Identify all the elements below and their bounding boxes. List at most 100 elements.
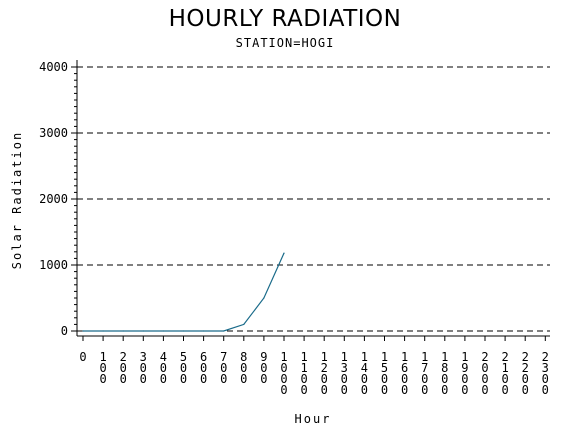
grid-lines	[77, 66, 550, 332]
x-tick-digit: 1	[441, 350, 448, 364]
x-tick-digit: 1	[280, 350, 287, 364]
x-tick-digit: 0	[300, 372, 307, 386]
x-tick-digit: 0	[280, 372, 287, 386]
x-tick-digit: 0	[481, 383, 488, 397]
x-tick-digit: 0	[501, 383, 508, 397]
x-tick-digit: 2	[120, 350, 127, 364]
x-tick-digit: 0	[361, 372, 368, 386]
x-tick-digit: 0	[160, 361, 167, 375]
x-tick-digit: 3	[542, 361, 549, 375]
x-tick-digit: 6	[401, 361, 408, 375]
x-axis-label: Hour	[295, 412, 332, 426]
x-tick-digit: 0	[300, 383, 307, 397]
x-tick-digit: 0	[321, 372, 328, 386]
data-point	[82, 330, 84, 332]
y-tick-label: 4000	[39, 60, 68, 74]
x-tick-digit: 2	[321, 361, 328, 375]
x-tick-digit: 0	[441, 372, 448, 386]
series-layer	[82, 252, 285, 332]
x-tick-digit: 0	[140, 372, 147, 386]
y-tick-label: 3000	[39, 126, 68, 140]
x-tick-digit: 0	[401, 372, 408, 386]
x-tick-digit: 0	[421, 372, 428, 386]
data-point	[182, 330, 185, 332]
x-tick-digit: 8	[441, 361, 448, 375]
x-tick-digit: 1	[361, 350, 368, 364]
data-point	[243, 323, 245, 325]
x-tick-digit: 0	[441, 383, 448, 397]
data-point	[102, 330, 104, 332]
x-tick-digit: 0	[200, 372, 207, 386]
data-point	[263, 297, 265, 299]
x-tick-label: 0	[79, 350, 86, 364]
x-tick-digit: 1	[461, 350, 468, 364]
x-tick-digit: 0	[361, 383, 368, 397]
y-tick-label: 1000	[39, 258, 68, 272]
x-tick-digit: 2	[501, 350, 508, 364]
data-point	[122, 330, 124, 332]
x-tick-digit: 0	[160, 372, 167, 386]
x-tick-digit: 1	[300, 350, 307, 364]
x-tick-digit: 0	[421, 383, 428, 397]
series-line	[83, 252, 285, 332]
y-tick-label: 2000	[39, 192, 68, 206]
x-tick-digit: 0	[260, 361, 267, 375]
x-tick-digit: 0	[381, 372, 388, 386]
x-tick-digit: 0	[79, 350, 86, 364]
x-tick-digit: 0	[99, 361, 106, 375]
x-tick-digit: 0	[341, 372, 348, 386]
x-tick-digit: 1	[421, 350, 428, 364]
x-tick-digit: 4	[361, 361, 368, 375]
x-tick-digit: 6	[200, 350, 207, 364]
data-point	[283, 252, 285, 254]
x-tick-digit: 1	[341, 350, 348, 364]
x-tick-digit: 1	[300, 361, 307, 375]
x-tick-digit: 8	[240, 350, 247, 364]
x-tick-digit: 0	[542, 383, 549, 397]
x-tick-digit: 2	[522, 361, 529, 375]
x-tick-digit: 7	[421, 361, 428, 375]
x-tick-digit: 0	[120, 372, 127, 386]
x-tick-digit: 3	[341, 361, 348, 375]
x-tick-digit: 0	[461, 372, 468, 386]
x-tick-digit: 0	[120, 361, 127, 375]
x-tick-digit: 1	[321, 350, 328, 364]
x-tick-digit: 7	[220, 350, 227, 364]
axes	[76, 60, 550, 337]
x-tick-digit: 2	[522, 350, 529, 364]
x-tick-digit: 0	[220, 372, 227, 386]
chart-subtitle: STATION=HOGI	[235, 36, 335, 50]
x-tick-digit: 0	[522, 372, 529, 386]
x-tick-digit: 9	[260, 350, 267, 364]
x-tick-digit: 2	[542, 350, 549, 364]
x-tick-digit: 0	[200, 361, 207, 375]
x-tick-digit: 2	[481, 350, 488, 364]
x-tick-digit: 0	[341, 383, 348, 397]
x-tick-digit: 0	[240, 361, 247, 375]
x-tick-digit: 0	[461, 383, 468, 397]
y-tick-label: 0	[61, 324, 68, 338]
chart-title: HOURLY RADIATION	[168, 6, 402, 32]
x-tick-digit: 1	[401, 350, 408, 364]
data-point	[162, 330, 164, 332]
x-tick-digit: 0	[180, 361, 187, 375]
x-tick-digit: 1	[99, 350, 106, 364]
